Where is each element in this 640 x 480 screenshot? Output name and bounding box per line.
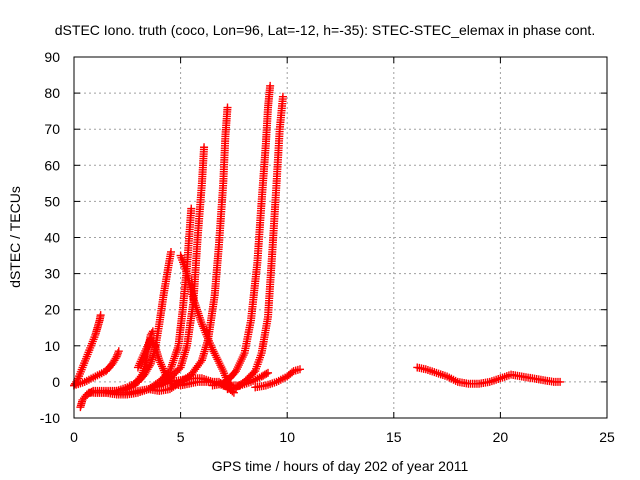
y-tick-label: 50 [44, 193, 60, 209]
series-arc2 [70, 347, 123, 390]
y-axis-label: dSTEC / TECUs [7, 186, 23, 288]
x-tick-label: 15 [386, 429, 402, 445]
data-point [264, 368, 273, 377]
y-tick-label: 90 [44, 49, 60, 65]
data-point [112, 352, 121, 361]
x-tick-label: 10 [279, 429, 295, 445]
data-point [223, 103, 232, 112]
y-tick-label: 20 [44, 302, 60, 318]
y-tick-label: 30 [44, 266, 60, 282]
chart-title: dSTEC Iono. truth (coco, Lon=96, Lat=-12… [55, 22, 595, 38]
x-tick-label: 25 [599, 429, 615, 445]
y-tick-label: 40 [44, 230, 60, 246]
series-layer [70, 81, 565, 412]
x-tick-label: 20 [493, 429, 509, 445]
y-tick-label: 80 [44, 85, 60, 101]
y-tick-labels: -10 0 10 20 30 40 50 60 70 80 90 [40, 49, 60, 426]
data-point [295, 365, 304, 374]
series-arc14 [413, 363, 565, 388]
series-arc12 [223, 92, 287, 394]
data-point [114, 349, 123, 358]
data-point [149, 339, 158, 348]
data-point [262, 369, 271, 378]
series-arc13 [251, 365, 304, 392]
x-tick-label: 0 [70, 429, 78, 445]
y-tick-label: 70 [44, 121, 60, 137]
y-tick-label: 0 [52, 374, 60, 390]
series-arc11 [208, 81, 275, 390]
data-point [278, 92, 287, 101]
grid-layer [74, 57, 607, 418]
plot-frame [73, 56, 608, 419]
y-tick-label: 10 [44, 338, 60, 354]
data-point [145, 361, 154, 370]
data-point [556, 377, 565, 386]
x-axis-label: GPS time / hours of day 202 of year 2011 [212, 458, 469, 474]
data-point [113, 350, 122, 359]
x-tick-label: 5 [177, 429, 185, 445]
y-tick-label: -10 [40, 410, 60, 426]
x-tick-labels: 0 5 10 15 20 25 [70, 429, 615, 445]
data-point [96, 311, 105, 320]
data-point [167, 247, 176, 256]
series-arc7 [112, 143, 209, 397]
y-tick-label: 60 [44, 157, 60, 173]
data-point [287, 368, 296, 377]
data-point [266, 81, 275, 90]
data-point [114, 347, 123, 356]
data-point [187, 204, 196, 213]
data-point [200, 143, 209, 152]
data-point [111, 354, 120, 363]
